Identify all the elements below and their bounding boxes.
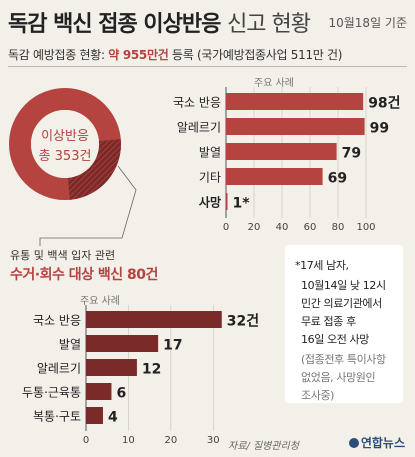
bar [226,93,364,110]
chart-title: 주요 사례 [254,77,294,89]
tick-label: 0 [83,435,89,446]
bar [86,407,103,424]
bar [226,168,323,185]
bar [226,143,337,160]
value-label: 6 [116,386,126,402]
category-label: 기타 [199,171,221,185]
subtitle-prefix: 독감 예방접종 현황: [8,48,105,62]
page-title: 독감 백신 접종 이상반응 신고 현황 [8,6,311,38]
category-label: 발열 [199,146,221,160]
value-label: 12 [142,362,161,378]
tick-label: 20 [248,222,261,233]
tick-label: 100 [356,222,375,233]
value-label: 1* [233,196,251,212]
note-gray-line: (접종전후 특이사항 [301,353,386,366]
donut-total: 총 353건 [39,149,92,164]
callout-title: 수거·회수 대상 백신 80건 [10,267,158,283]
value-label: 32건 [227,313,259,330]
note-line: 10월14일 낮 12시 [301,279,386,292]
callout-connector [39,165,137,246]
logo-text: 연합뉴스 [360,436,405,450]
tick-label: 0 [223,222,229,233]
donut-recall-segment [67,139,122,200]
category-label: 사망 [199,195,221,210]
donut-hole [31,110,99,178]
source-label: 자료/ 질병관리청 [228,441,299,452]
chart-title: 주요 사례 [80,295,120,307]
value-label: 4 [108,410,118,426]
subtitle: 독감 예방접종 현황: 약 955만건 등록 (국가예방접종사업 511만 건) [8,46,342,63]
logo-icon [348,438,359,448]
category-label: 알레르기 [177,121,221,135]
value-label: 69 [328,171,347,187]
note-gray-line: 없었음, 사망원인 [301,371,376,384]
value-label: 79 [342,146,361,162]
bar [86,335,159,352]
bar [86,383,112,400]
note-line: 무료 접종 후 [301,315,356,328]
publisher-logo: 연합뉴스 [348,434,405,451]
header-divider [8,66,407,67]
donut-label: 이상반응 [41,129,89,144]
tick-label: 40 [276,222,289,233]
subtitle-suffix: 등록 (국가예방접종사업 511만 건) [171,48,343,62]
note-line: 민간 의료기관에서 [301,297,382,310]
value-label: 98건 [368,95,400,112]
category-label: 발열 [59,338,81,352]
title-light: 신고 현황 [227,12,311,37]
category-label: 국소 반응 [173,96,221,110]
value-label: 99 [370,121,389,137]
bar [86,311,222,328]
title-bold: 독감 백신 접종 이상반응 [8,12,221,37]
tick-label: 30 [207,435,220,446]
subtitle-highlight: 약 955만건 [108,48,169,62]
category-label: 알레르기 [37,362,81,376]
date-label: 10월18일 기준 [328,16,407,30]
tick-label: 10 [122,435,135,446]
tick-label: 60 [304,222,317,233]
bar [226,193,228,210]
category-label: 국소 반응 [33,314,81,328]
bar [226,118,365,135]
tick-label: 20 [164,435,177,446]
note-gray-line: 조사중) [301,389,335,402]
category-label: 두통·근육통 [22,386,81,400]
callout-subtitle: 유통 및 백색 입자 관련 [10,249,116,262]
note-line: *17세 남자, [295,259,349,272]
bar [86,359,137,376]
note-line: 16일 오전 사망 [301,333,369,346]
tick-label: 80 [332,222,345,233]
category-label: 복통·구토 [33,410,81,424]
death-case-note: *17세 남자, 10월14일 낮 12시 민간 의료기관에서 무료 접종 후 … [285,245,403,403]
value-label: 17 [163,338,182,354]
